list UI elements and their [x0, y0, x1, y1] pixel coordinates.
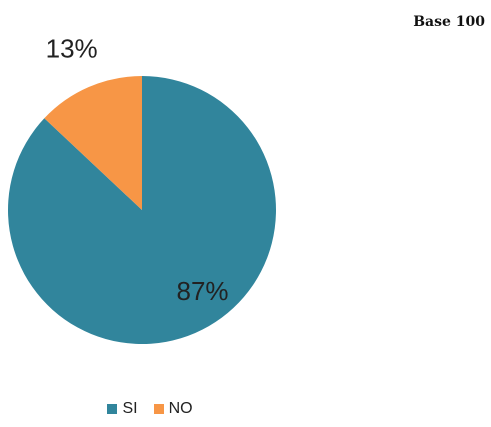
pie-slice-no [44, 76, 142, 210]
legend-swatch-si [107, 404, 118, 414]
legend-label-no: NO [168, 400, 193, 417]
legend-label-si: SI [122, 400, 138, 417]
legend-swatch-no [153, 404, 164, 414]
pie-slice-si [7, 76, 276, 344]
pie-chart: 87% 13% [7, 33, 276, 344]
chart-legend: SI NO [0, 400, 300, 418]
data-label-si: 87% [177, 276, 229, 306]
legend-item-si: SI [107, 400, 138, 418]
legend-item-no: NO [153, 400, 193, 418]
data-label-no: 13% [46, 33, 98, 63]
base-label: Base 100 [413, 14, 485, 30]
